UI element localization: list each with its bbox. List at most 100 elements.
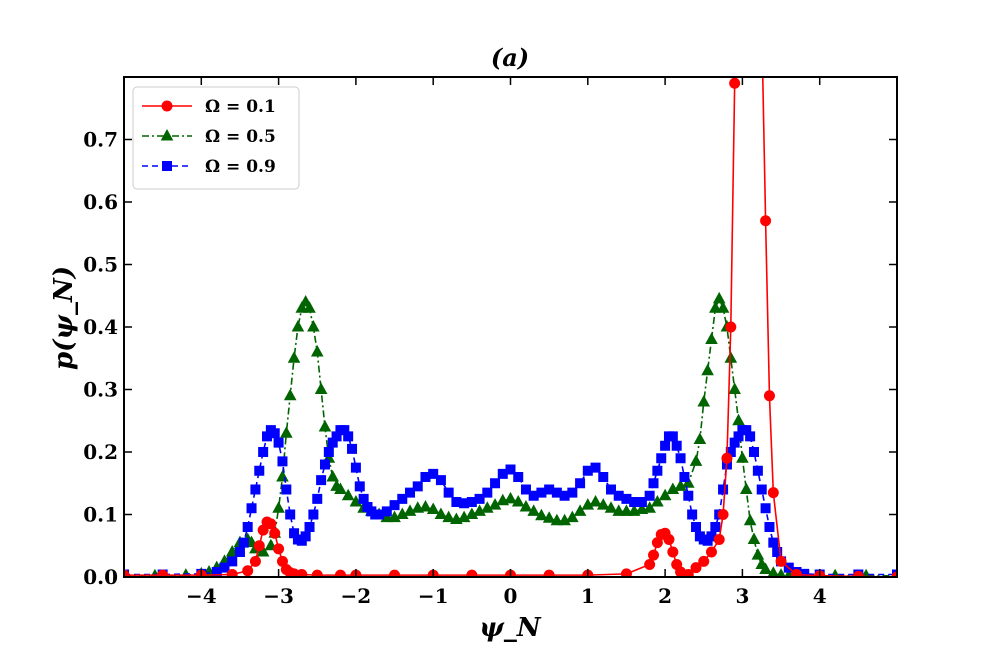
data-point	[520, 484, 531, 495]
data-point	[644, 490, 655, 501]
data-point	[341, 488, 355, 501]
data-point	[442, 510, 455, 523]
data-point	[457, 510, 471, 523]
data-point	[323, 447, 334, 457]
data-point	[544, 484, 555, 495]
series-triangle	[124, 291, 897, 577]
data-point	[219, 562, 230, 573]
data-point	[667, 546, 679, 558]
data-point	[671, 440, 682, 451]
data-point	[643, 501, 656, 513]
data-point	[706, 531, 717, 542]
data-point	[582, 465, 593, 476]
data-point	[725, 447, 736, 457]
data-point	[250, 484, 261, 495]
data-point	[644, 559, 656, 570]
data-point	[308, 509, 319, 520]
data-point	[403, 504, 417, 516]
data-point	[756, 484, 767, 495]
data-point	[535, 508, 548, 521]
data-point	[701, 363, 714, 376]
data-point	[242, 565, 254, 577]
data-point	[745, 431, 756, 442]
data-point	[551, 487, 562, 498]
data-point	[296, 569, 308, 577]
y-axis-title: p(ψ_N)	[49, 266, 79, 370]
data-point	[658, 488, 672, 501]
data-point	[748, 447, 759, 457]
data-point	[262, 431, 273, 442]
data-point	[660, 440, 671, 451]
data-point	[420, 472, 431, 482]
data-point	[265, 518, 277, 530]
data-point	[689, 454, 703, 466]
data-point	[473, 504, 486, 516]
data-point	[759, 562, 772, 575]
data-point	[679, 472, 690, 482]
data-point	[648, 549, 660, 561]
data-point	[389, 569, 401, 577]
data-point	[729, 437, 740, 448]
data-point	[712, 291, 726, 304]
x-tick-label: 3	[735, 584, 749, 608]
data-point	[272, 501, 285, 513]
data-point	[674, 479, 687, 491]
data-point	[747, 532, 761, 545]
data-point	[304, 522, 315, 532]
data-point	[690, 562, 702, 574]
data-point	[776, 568, 786, 577]
data-point	[575, 478, 586, 489]
data-point	[256, 545, 270, 557]
data-point	[728, 382, 741, 395]
data-point	[459, 498, 470, 509]
plot-area	[124, 77, 897, 577]
x-tick-label: 4	[813, 584, 827, 608]
y-tick-label: 0.3	[83, 378, 118, 402]
x-tick-label: 2	[658, 584, 672, 608]
data-point	[211, 567, 222, 577]
y-tick-label: 0.5	[83, 253, 118, 277]
data-point	[581, 498, 595, 510]
data-point	[412, 481, 423, 492]
data-point	[589, 495, 602, 507]
data-point	[527, 504, 540, 516]
data-point	[710, 522, 721, 532]
data-point	[434, 507, 448, 520]
data-point	[605, 484, 616, 495]
x-tick-label: −1	[418, 584, 449, 608]
data-point	[675, 453, 686, 464]
data-point	[435, 475, 446, 486]
data-point	[636, 497, 647, 507]
data-point	[358, 493, 369, 504]
x-tick-label: −4	[186, 584, 217, 608]
data-point	[314, 382, 328, 395]
data-point	[258, 447, 269, 457]
data-point	[511, 495, 525, 507]
data-point	[289, 528, 300, 539]
data-point	[157, 569, 169, 577]
data-point	[249, 555, 261, 567]
data-point	[596, 498, 610, 510]
data-point	[246, 503, 257, 514]
data-point	[269, 428, 280, 439]
data-point	[621, 493, 632, 504]
data-point	[488, 498, 502, 510]
data-point	[395, 507, 409, 520]
data-point	[343, 431, 354, 442]
data-point	[733, 431, 744, 442]
data-point	[310, 345, 324, 357]
data-point	[443, 487, 454, 498]
data-point	[760, 215, 772, 227]
data-point	[648, 478, 659, 489]
data-point	[269, 527, 281, 539]
data-point	[604, 501, 618, 513]
data-point	[739, 482, 753, 495]
data-point	[598, 472, 609, 482]
data-point	[567, 487, 578, 498]
data-point	[536, 487, 547, 498]
data-point	[543, 569, 555, 577]
x-tick-label: −3	[263, 584, 294, 608]
y-tick-label: 0.6	[83, 190, 118, 214]
data-point	[620, 568, 632, 577]
data-point	[238, 537, 249, 548]
